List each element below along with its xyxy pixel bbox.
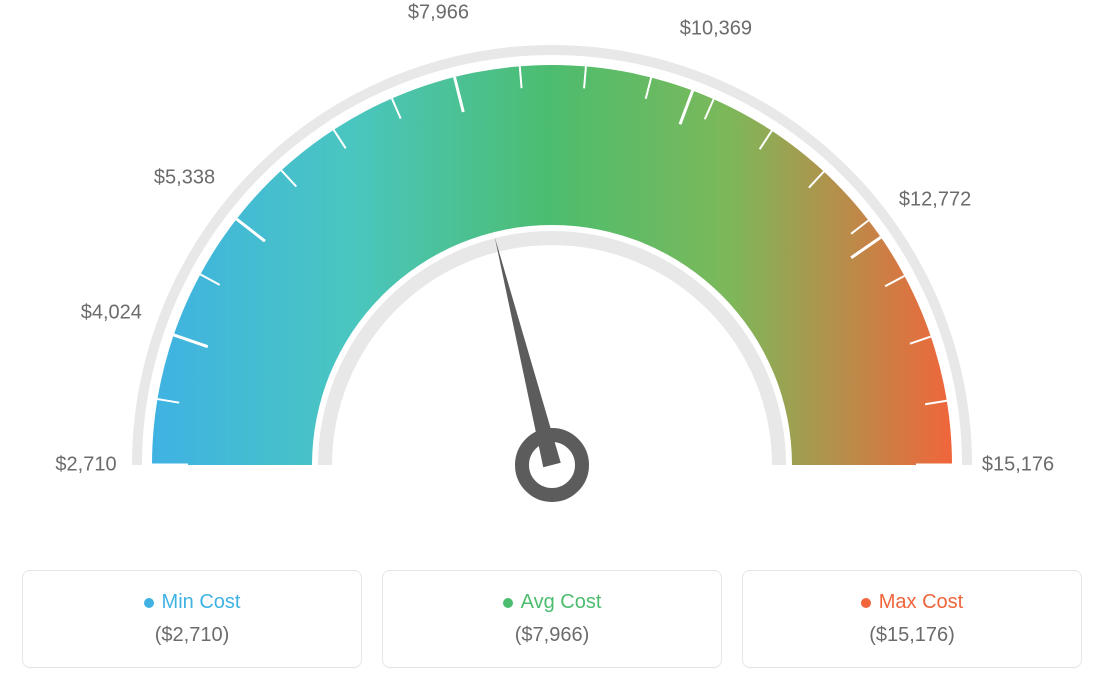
legend-value-min: ($2,710): [33, 624, 351, 647]
legend-card-min: Min Cost ($2,710): [22, 570, 362, 668]
legend-title-label: Max Cost: [879, 591, 963, 614]
legend-title-label: Avg Cost: [521, 591, 602, 614]
gauge-tick-label: $15,176: [982, 454, 1054, 477]
gauge-tick-label: $5,338: [154, 167, 215, 190]
dot-icon: [503, 598, 513, 608]
gauge-chart-container: $2,710$4,024$5,338$7,966$10,369$12,772$1…: [20, 20, 1084, 668]
dot-icon: [861, 598, 871, 608]
gauge-area: $2,710$4,024$5,338$7,966$10,369$12,772$1…: [20, 20, 1084, 550]
legend-title-max: Max Cost: [753, 591, 1071, 614]
gauge-tick-label: $2,710: [55, 454, 116, 477]
legend-title-avg: Avg Cost: [393, 591, 711, 614]
gauge-tick-label: $7,966: [408, 2, 469, 25]
legend-row: Min Cost ($2,710) Avg Cost ($7,966) Max …: [20, 570, 1084, 668]
gauge-svg: [20, 20, 1084, 550]
dot-icon: [144, 598, 154, 608]
legend-title-label: Min Cost: [162, 591, 241, 614]
legend-card-max: Max Cost ($15,176): [742, 570, 1082, 668]
gauge-tick-label: $4,024: [81, 302, 142, 325]
legend-value-max: ($15,176): [753, 624, 1071, 647]
legend-value-avg: ($7,966): [393, 624, 711, 647]
gauge-tick-label: $10,369: [680, 17, 752, 40]
legend-card-avg: Avg Cost ($7,966): [382, 570, 722, 668]
gauge-tick-label: $12,772: [899, 188, 971, 211]
legend-title-min: Min Cost: [33, 591, 351, 614]
